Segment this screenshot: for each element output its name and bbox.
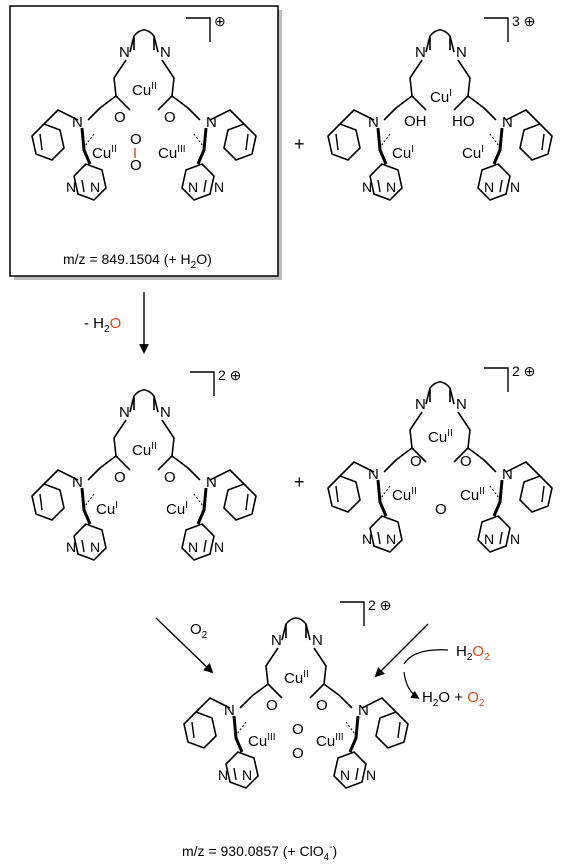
pyridine-n: N — [484, 179, 494, 195]
charge-bracket — [484, 17, 509, 42]
complex-1: N N N N O O CuII CuII CuIII O O N N N N — [30, 28, 258, 202]
water-loss-label: - H2O — [84, 315, 121, 335]
o-label: O — [266, 697, 278, 714]
copper-center-left: CuI — [392, 144, 414, 162]
pyridine-n: N — [386, 531, 396, 547]
n-label: N — [502, 466, 513, 483]
oxo-bridge: O — [435, 501, 447, 518]
charge-c5: 2 ⊕ — [368, 597, 391, 613]
copper-center-right: CuI — [166, 500, 188, 518]
pyridine-n: N — [188, 179, 198, 195]
pyridine-n: N — [90, 179, 100, 195]
n-label: N — [456, 44, 467, 61]
n-label: N — [206, 474, 217, 491]
peroxide-label: H2O2 — [456, 643, 490, 663]
pyridine-n: N — [188, 539, 198, 555]
pyridine-n: N — [340, 767, 350, 783]
copper-center-top: CuII — [132, 81, 157, 99]
charge-bracket — [186, 17, 211, 42]
curved-arrow-out — [403, 671, 420, 699]
n-label: N — [72, 114, 83, 131]
o-label: O — [114, 109, 126, 126]
pyridine-n: N — [386, 179, 396, 195]
o-label: O — [164, 109, 176, 126]
plus-sign: + — [294, 134, 305, 154]
products-label: H2O + O2 — [422, 689, 485, 709]
complex-3: N N N N O O CuII CuI CuI N N N N — [30, 388, 258, 562]
peroxo-o-top: O — [130, 131, 142, 148]
n-label: N — [415, 44, 426, 61]
plus-sign: + — [294, 472, 305, 492]
charge-bracket — [484, 367, 509, 392]
mz-label-c1: m/z = 849.1504 (+ H2O) — [63, 251, 212, 271]
n-label: N — [119, 404, 130, 421]
copper-center-right: CuI — [462, 144, 484, 162]
copper-center-right: CuIII — [158, 144, 186, 162]
pyridine-n: N — [366, 767, 376, 783]
pyridine-n: N — [218, 767, 228, 783]
peroxo-o-top: O — [292, 721, 304, 738]
pyridine-n: N — [362, 531, 372, 547]
n-label: N — [160, 404, 171, 421]
copper-center-left: CuI — [96, 500, 118, 518]
n-label: N — [119, 44, 130, 61]
reaction-arrow-oxygen — [155, 617, 214, 674]
n-label: N — [224, 702, 235, 719]
charge-bracket — [340, 601, 365, 626]
pyridine-n: N — [214, 179, 224, 195]
n-label: N — [312, 632, 323, 649]
o-label: O — [164, 469, 176, 486]
n-label: N — [358, 702, 369, 719]
charge-c2: 3 ⊕ — [512, 13, 535, 29]
copper-center-left: CuII — [92, 144, 117, 162]
n-label: N — [271, 632, 282, 649]
copper-center-right: CuII — [460, 486, 485, 504]
copper-center-top: CuII — [428, 428, 453, 446]
copper-center-right: CuIII — [316, 732, 344, 750]
n-label: N — [415, 396, 426, 413]
pyridine-n: N — [242, 767, 252, 783]
charge-bracket — [190, 371, 215, 396]
copper-center-left: CuIII — [248, 732, 276, 750]
curved-arrow-in — [403, 649, 449, 665]
copper-center-top: CuII — [132, 441, 157, 459]
n-label: N — [368, 114, 379, 131]
pyridine-n: N — [362, 179, 372, 195]
copper-center-top: CuI — [430, 88, 452, 106]
complex-4: N N N N O O CuII CuII CuII O N N N N — [326, 380, 554, 554]
n-label: N — [206, 114, 217, 131]
pyridine-n: N — [66, 179, 76, 195]
n-label: N — [456, 396, 467, 413]
charge-c4: 2 ⊕ — [512, 363, 535, 379]
complex-2: N N N N OH HO CuI CuI CuI N N N N — [326, 28, 554, 202]
pyridine-n: N — [90, 539, 100, 555]
n-label: N — [72, 474, 83, 491]
oxygen-label: O2 — [190, 621, 208, 641]
charge-c1: ⊕ — [214, 13, 226, 29]
o-label: O — [410, 453, 422, 470]
highlight-box — [9, 5, 279, 277]
peroxo-o-bottom: O — [292, 745, 304, 762]
n-label: N — [160, 44, 171, 61]
mz-label-c5: m/z = 930.0857 (+ ClO4-) — [182, 842, 337, 863]
copper-center-top: CuII — [284, 669, 309, 687]
pyridine-n: N — [214, 539, 224, 555]
complex-5: N N N N O O CuII CuIII CuIII O O N N N N — [182, 616, 410, 790]
charge-c3: 2 ⊕ — [218, 367, 241, 383]
reaction-arrow-peroxide — [374, 623, 429, 678]
copper-center-left: CuII — [392, 486, 417, 504]
pyridine-n: N — [484, 531, 494, 547]
n-label: N — [502, 114, 513, 131]
pyridine-n: N — [510, 531, 520, 547]
pyridine-n: N — [510, 179, 520, 195]
ho-label: HO — [452, 113, 475, 130]
o-label: O — [114, 469, 126, 486]
o-label: O — [460, 453, 472, 470]
oh-label: OH — [404, 113, 427, 130]
peroxo-o-bottom: O — [130, 157, 142, 174]
pyridine-n: N — [66, 539, 76, 555]
o-label: O — [316, 697, 328, 714]
n-label: N — [368, 466, 379, 483]
